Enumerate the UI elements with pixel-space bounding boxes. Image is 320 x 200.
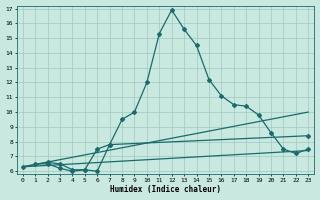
X-axis label: Humidex (Indice chaleur): Humidex (Indice chaleur)	[110, 185, 221, 194]
